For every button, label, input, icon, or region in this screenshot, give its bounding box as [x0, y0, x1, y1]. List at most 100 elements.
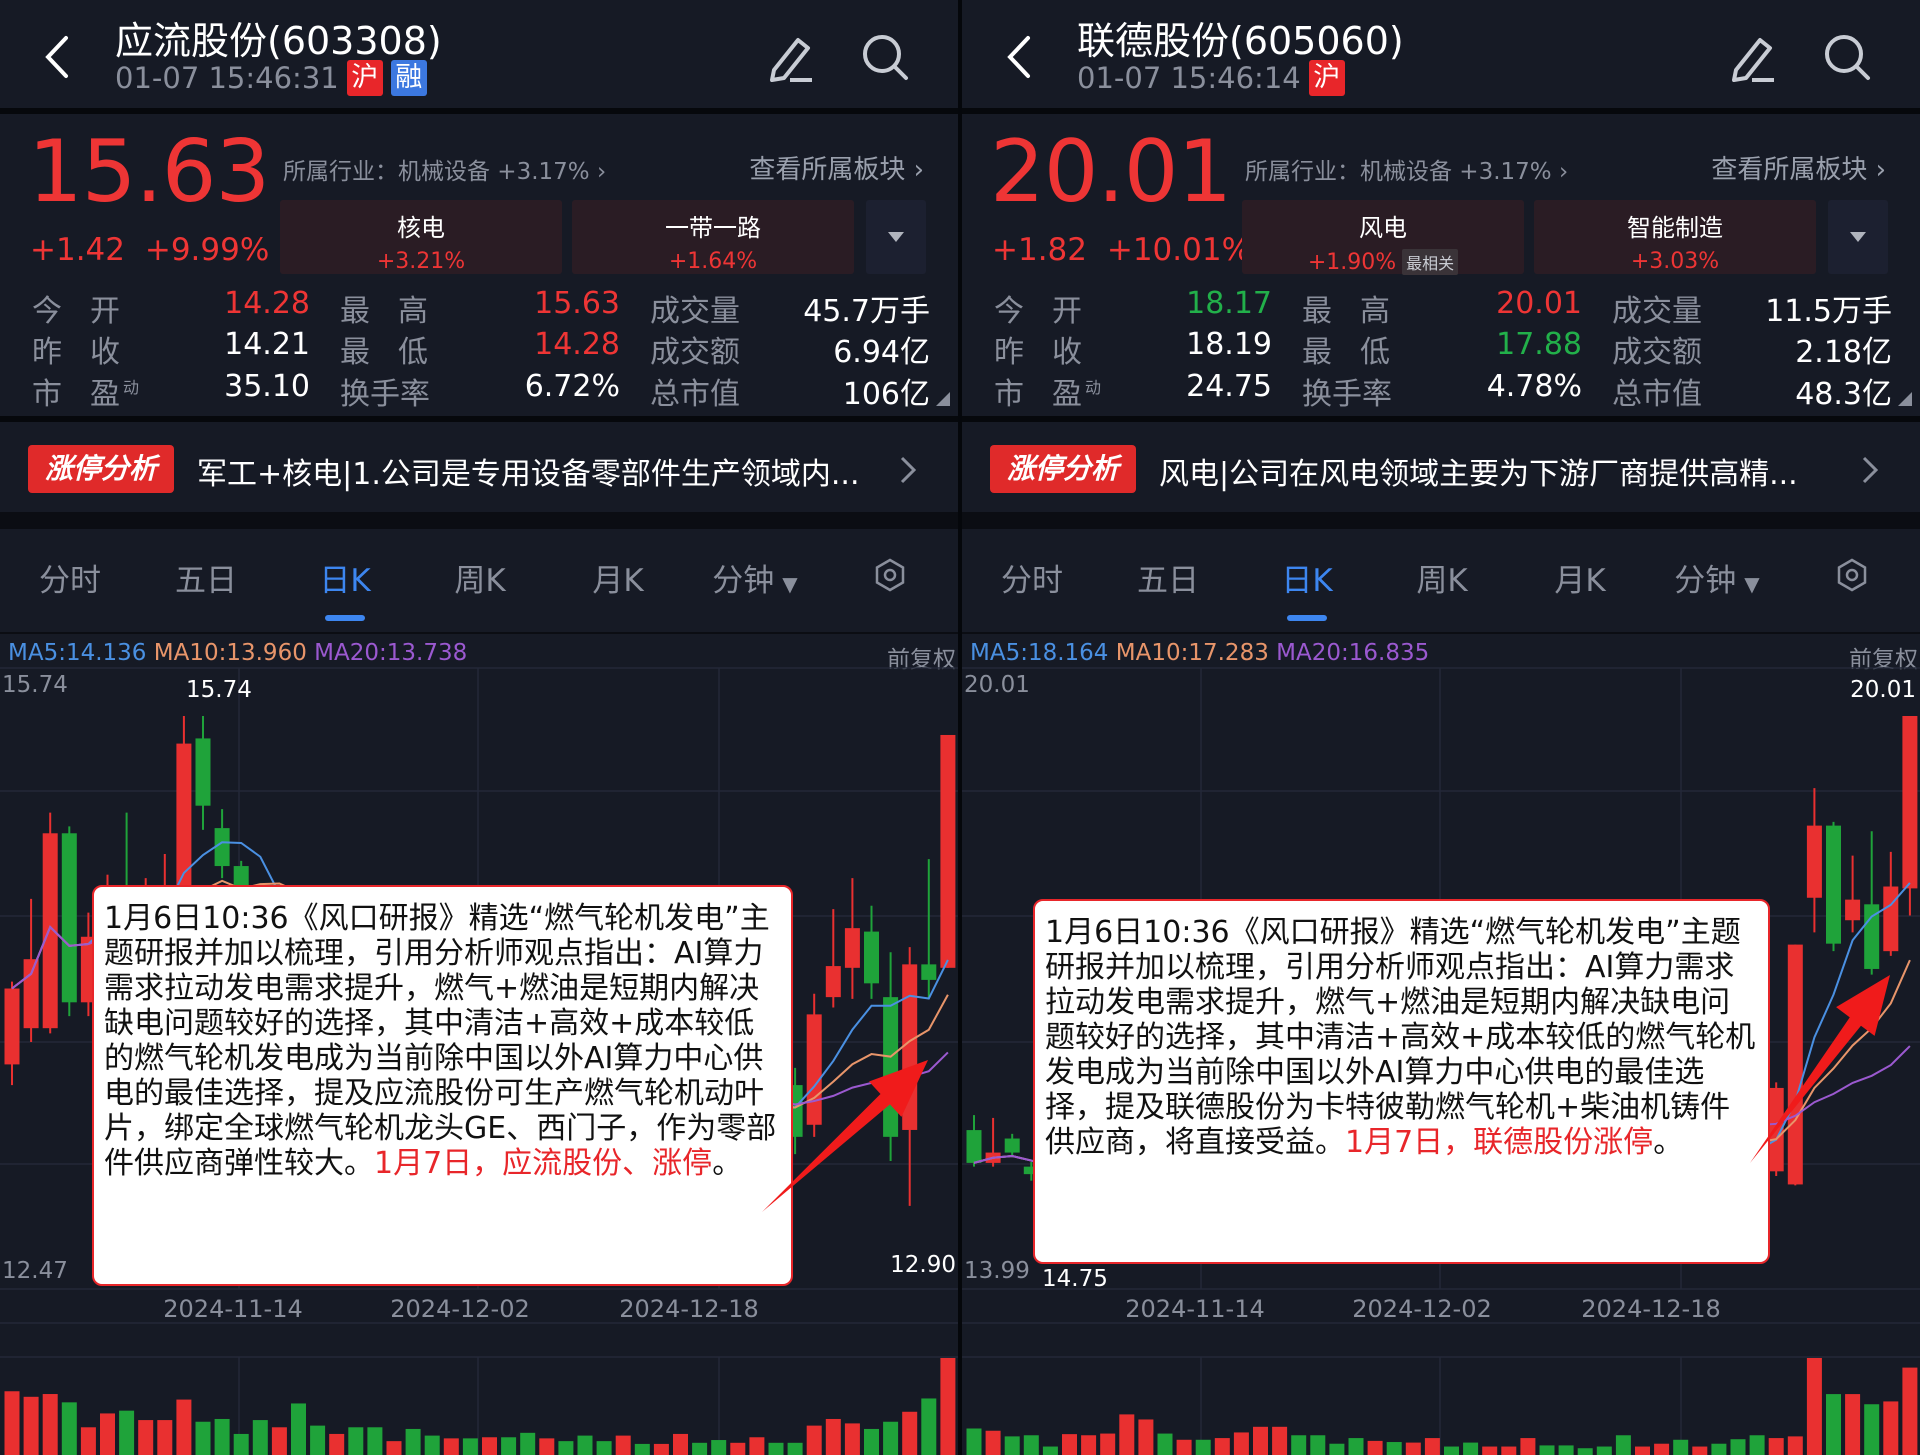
candle-body	[1806, 825, 1822, 898]
tab-3[interactable]: 周K	[1416, 555, 1467, 600]
industry-link[interactable]: 所属行业：机械设备 +3.17% ›	[1245, 159, 1569, 185]
stat-label: 最高	[340, 286, 428, 330]
stat-label: 今开	[32, 286, 120, 330]
volume-bar	[596, 1441, 612, 1455]
volume-bar	[539, 1438, 555, 1455]
volume-bar	[749, 1437, 765, 1455]
stat-label-text: 昨收	[994, 335, 1082, 370]
stat-label: 市盈动	[32, 369, 139, 413]
settings-icon[interactable]	[872, 557, 908, 593]
limit-up-text[interactable]: 军工+核电|1.公司是专用设备零部件生产领域内...	[197, 457, 860, 492]
divider	[962, 416, 1920, 424]
volume-bar	[157, 1420, 173, 1455]
stat-label: 换手率	[340, 369, 430, 413]
tab-4[interactable]: 月K	[1554, 555, 1605, 600]
stat-label-sup: 动	[1085, 378, 1102, 397]
axis-max-label: 15.74	[2, 672, 68, 698]
stat-label-char: 开	[1052, 294, 1082, 329]
tab-4[interactable]: 月K	[592, 555, 643, 600]
volume-bar	[1826, 1394, 1841, 1455]
quote-time: 01-07 15:46:31	[115, 61, 339, 95]
volume-bar	[1749, 1435, 1765, 1455]
active-tab-indicator	[325, 615, 365, 621]
stat-label-char: 昨	[994, 335, 1024, 370]
axis-min-label: 12.47	[2, 1258, 68, 1284]
volume-bar	[1806, 1358, 1822, 1455]
back-icon[interactable]	[38, 32, 78, 82]
ma20-value: MA20:13.738	[314, 640, 468, 666]
caret-down-icon	[888, 232, 904, 242]
sector-change: +3.21%	[376, 249, 466, 274]
stat-label-char: 高	[1360, 294, 1390, 329]
search-icon[interactable]	[858, 30, 914, 86]
candle-body	[844, 928, 860, 968]
volume-bar	[1081, 1435, 1097, 1455]
stat-value: 14.28	[224, 286, 310, 321]
volume-bar	[883, 1421, 899, 1455]
candle-body	[195, 738, 211, 806]
candle-body	[1826, 825, 1841, 944]
stat-value: 106亿	[842, 377, 930, 412]
candle-body	[940, 734, 956, 968]
chevron-right-icon[interactable]	[1858, 452, 1882, 488]
popup-text: 1月6日10:36《风口研报》精选“燃气轮机发电”主题研报并加以梳理，引用分析师…	[104, 901, 777, 1181]
expand-corner-icon[interactable]	[936, 392, 950, 406]
volume-bar	[921, 1398, 937, 1455]
tab-1[interactable]: 五日	[175, 555, 237, 600]
edit-icon[interactable]	[762, 30, 818, 86]
volume-bar	[405, 1428, 421, 1455]
volume-bar	[424, 1435, 440, 1455]
sector-card[interactable]: 智能制造 +3.03%	[1534, 200, 1816, 274]
tab-1[interactable]: 五日	[1137, 555, 1199, 600]
stat-label-text: 总市值	[1612, 377, 1702, 412]
stat-label-text: 最高	[1302, 294, 1390, 329]
stat-value: 45.7万手	[803, 294, 930, 329]
industry-link[interactable]: 所属行业：机械设备 +3.17% ›	[283, 159, 607, 185]
stat-label-char: 盈	[1052, 377, 1082, 412]
tab-5[interactable]: 分钟 ▼	[1674, 555, 1759, 600]
tab-2[interactable]: 日K	[319, 555, 370, 600]
news-popup: 1月6日10:36《风口研报》精选“燃气轮机发电”主题研报并加以梳理，引用分析师…	[92, 885, 793, 1286]
stat-label: 总市值	[1612, 369, 1702, 413]
candle-body	[4, 988, 20, 1065]
stat-label-text: 成交量	[650, 294, 740, 329]
limit-up-text[interactable]: 风电|公司在风电领域主要为下游厂商提供高精...	[1159, 457, 1798, 492]
chevron-right-icon[interactable]	[896, 452, 920, 488]
volume-bar	[673, 1433, 688, 1455]
tab-0[interactable]: 分时	[39, 555, 101, 600]
expand-corner-icon[interactable]	[1898, 392, 1912, 406]
tab-2[interactable]: 日K	[1281, 555, 1332, 600]
more-sectors-button[interactable]	[1828, 200, 1888, 274]
tab-0[interactable]: 分时	[1001, 555, 1063, 600]
candle-body	[1883, 886, 1899, 952]
tab-3[interactable]: 周K	[454, 555, 505, 600]
volume-bar	[100, 1413, 115, 1455]
market-badge: 融	[390, 60, 427, 96]
sector-card[interactable]: 一带一路 +1.64%	[572, 200, 854, 274]
tab-5[interactable]: 分钟 ▼	[712, 555, 797, 600]
search-icon[interactable]	[1820, 30, 1876, 86]
change-amount: +1.82	[992, 232, 1087, 268]
active-tab-indicator	[1287, 615, 1327, 621]
ma5-value: MA5:18.164	[970, 640, 1109, 666]
stat-value: 48.3亿	[1795, 377, 1892, 412]
stat-label-char: 最	[340, 294, 370, 329]
settings-icon[interactable]	[1834, 557, 1870, 593]
volume-bar	[634, 1443, 650, 1455]
more-sectors-button[interactable]	[866, 200, 926, 274]
sector-card[interactable]: 风电 +1.90% 最相关	[1242, 200, 1524, 275]
volume-bar	[1195, 1439, 1211, 1455]
news-popup: 1月6日10:36《风口研报》精选“燃气轮机发电”主题研报并加以梳理，引用分析师…	[1033, 899, 1770, 1264]
popup-text: 1月6日10:36《风口研报》精选“燃气轮机发电”主题研报并加以梳理，引用分析师…	[1045, 915, 1756, 1160]
sector-card[interactable]: 核电 +3.21%	[280, 200, 562, 274]
volume-bar	[806, 1425, 822, 1455]
stat-label: 市盈动	[994, 369, 1101, 413]
volume-bar	[1654, 1443, 1670, 1455]
sector-change: +1.90%	[1307, 250, 1397, 275]
back-icon[interactable]	[1000, 32, 1040, 82]
view-sectors-link[interactable]: 查看所属板块 ›	[749, 155, 924, 185]
edit-icon[interactable]	[1724, 30, 1780, 86]
view-sectors-link[interactable]: 查看所属板块 ›	[1711, 155, 1886, 185]
volume-bar	[1883, 1401, 1899, 1455]
volume-bar	[615, 1435, 631, 1455]
